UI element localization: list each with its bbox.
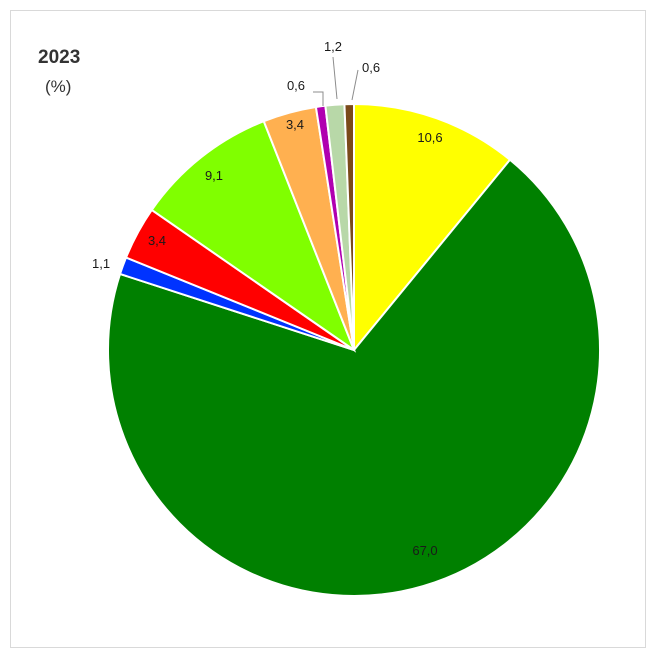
pie-slice-1 [353,102,512,353]
data-label-5: 9,1 [205,168,223,183]
data-label-1: 10,6 [417,130,442,145]
data-label-7: 0,6 [287,78,305,93]
data-label-3: 1,1 [92,256,110,271]
leader-line-8 [332,56,338,100]
chart-unit: (%) [45,77,72,96]
pie-slice-9 [343,102,355,351]
chart-title: 2023 [38,47,81,68]
data-label-2: 67,0 [412,543,437,558]
data-label-9: 0,6 [362,60,380,75]
data-label-4: 3,4 [148,233,166,248]
data-label-6: 3,4 [286,117,304,132]
pie-slice-5 [150,119,357,353]
pie-slice-2 [107,158,601,597]
leader-line-7 [313,91,324,106]
data-label-8: 1,2 [324,39,342,54]
leader-line-9 [351,69,359,101]
